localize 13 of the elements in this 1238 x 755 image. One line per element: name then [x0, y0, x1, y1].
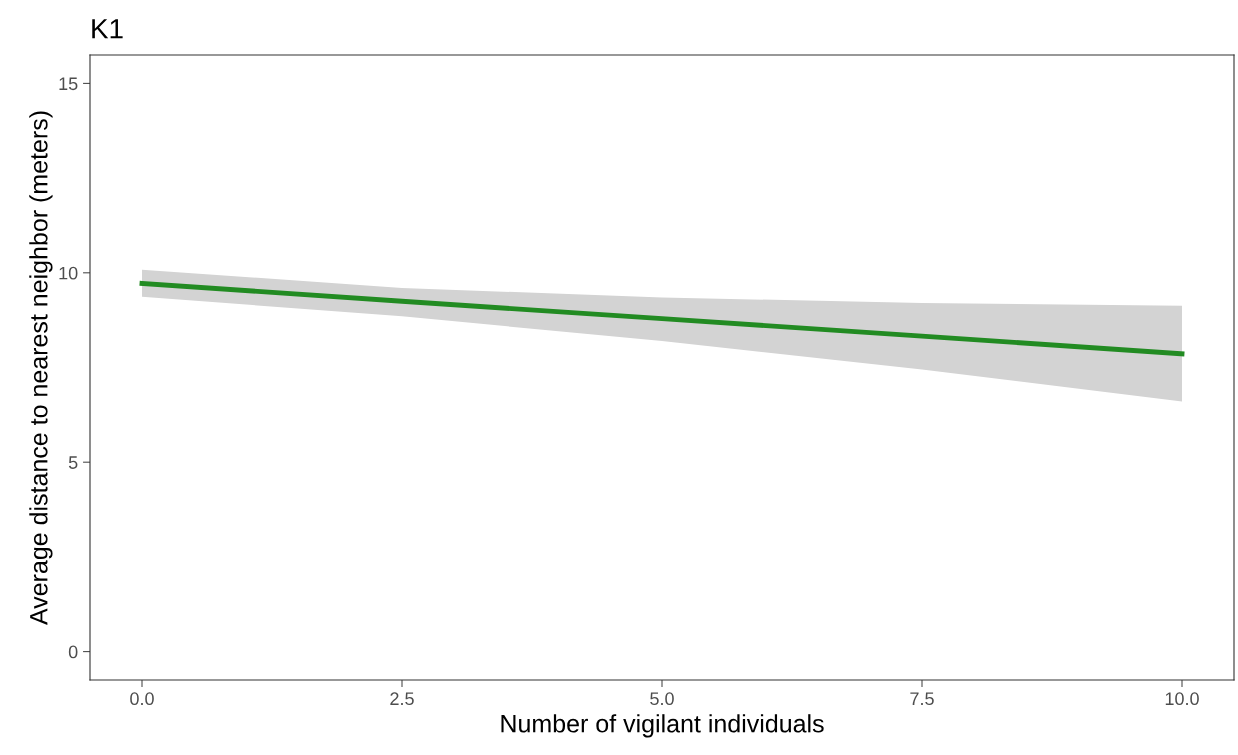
- x-tick-label: 7.5: [910, 692, 934, 706]
- x-tick-label: 5.0: [650, 692, 674, 706]
- x-tick-label: 0.0: [130, 692, 154, 706]
- chart-title: K1: [92, 19, 123, 39]
- y-axis-title: Average distance to nearest neighbor (meters): [29, 111, 53, 625]
- line-series: [139, 280, 1185, 357]
- x-tick-label: 10.0: [1165, 692, 1199, 706]
- y-tick-label: 0: [68, 645, 78, 659]
- y-tick-label: 15: [59, 77, 78, 91]
- y-tick-label: 10: [59, 266, 78, 280]
- y-tick-label: 5: [68, 456, 78, 469]
- x-axis-title: Number of vigilant individuals: [501, 714, 824, 738]
- x-tick-label: 2.5: [390, 692, 414, 706]
